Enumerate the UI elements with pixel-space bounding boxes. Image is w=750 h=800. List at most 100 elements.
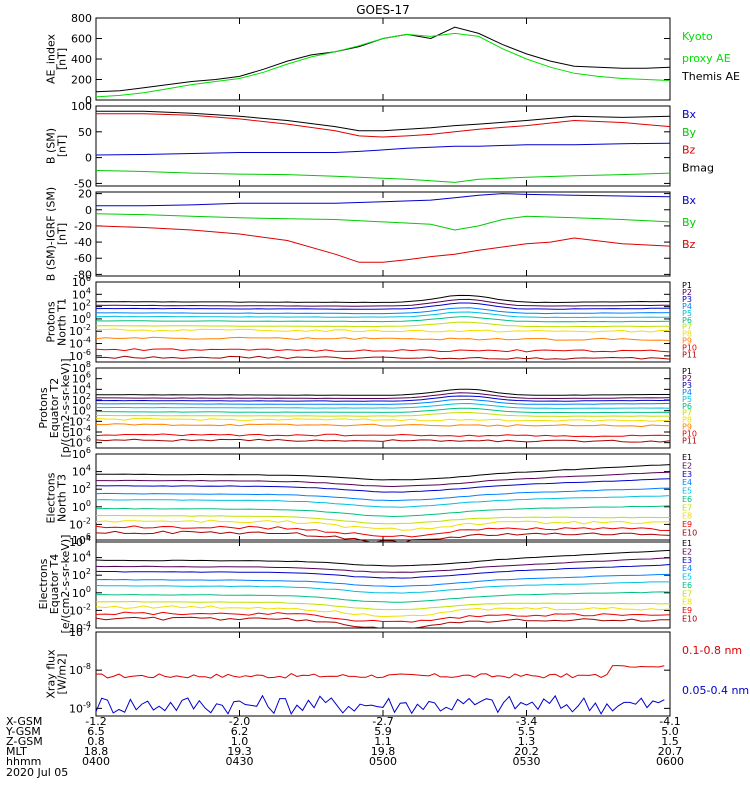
panel-frame	[95, 17, 671, 101]
series-line	[96, 311, 670, 319]
y-axis-label: [nT]	[56, 48, 69, 70]
y-axis-label: [W/m2]	[56, 654, 69, 695]
series-line	[96, 355, 670, 360]
y-axis-label: [p/(cm2-s-sr-keV)]	[59, 358, 72, 457]
y-tick-label: 106	[72, 371, 91, 386]
series-line	[96, 495, 670, 508]
legend-entry: E9	[682, 606, 692, 615]
y-axis-label: Equator T2	[48, 378, 61, 438]
y-tick-label: 10-2	[69, 516, 91, 531]
y-tick-label: 108	[72, 360, 91, 375]
x-axis-value: 1.0	[231, 735, 249, 748]
legend-entry: Bz	[682, 144, 696, 157]
legend-entry: E8	[682, 512, 692, 521]
y-tick-label: 0	[85, 204, 92, 217]
series-line	[96, 336, 670, 341]
x-axis-value: 0430	[226, 755, 254, 768]
x-axis-value: 0600	[656, 755, 684, 768]
legend-entry: E9	[682, 520, 692, 529]
x-axis-value: 20.7	[658, 745, 683, 758]
series-line	[96, 514, 670, 525]
y-tick-label: 100	[72, 403, 91, 418]
x-axis-value: 0530	[513, 755, 541, 768]
series-line	[96, 392, 670, 400]
y-tick-label: 102	[72, 299, 91, 314]
x-axis-value: 18.8	[84, 745, 109, 758]
series-line	[96, 600, 670, 611]
y-tick-label: 104	[72, 381, 91, 396]
legend-entry: P3	[682, 295, 692, 304]
y-tick-label: 104	[72, 286, 91, 301]
x-axis-value: 0.8	[87, 735, 105, 748]
y-axis-label: B (SM)	[45, 128, 58, 164]
x-axis-value: -2.0	[229, 715, 250, 728]
x-axis-value: -3.4	[516, 715, 537, 728]
plot-area	[96, 26, 670, 98]
y-tick-label: 10-4	[69, 534, 91, 549]
series-line	[96, 519, 670, 531]
series-line	[96, 549, 670, 567]
series-line	[96, 113, 670, 138]
series-line	[96, 417, 670, 422]
y-axis-label: Equator T4	[48, 554, 61, 614]
x-axis-value: 0400	[82, 755, 110, 768]
y-tick-label: -60	[74, 252, 92, 265]
y-tick-label: 100	[71, 100, 92, 113]
x-axis-value: 5.9	[374, 725, 392, 738]
y-tick-label: 100	[72, 499, 91, 514]
legend-entry: E5	[682, 487, 692, 496]
series-line	[96, 438, 670, 443]
series-line	[96, 505, 670, 518]
series-line	[96, 411, 670, 417]
series-line	[96, 388, 670, 396]
legend-entry: E1	[682, 539, 692, 548]
date-label: 2020 Jul 05	[6, 766, 68, 779]
series-line	[96, 423, 670, 428]
y-tick-label: -40	[74, 236, 92, 249]
y-tick-label: 10-4	[69, 336, 91, 351]
y-tick-label: 10-7	[69, 624, 91, 639]
series-line	[96, 302, 670, 310]
legend-entry: P8	[682, 330, 692, 339]
x-axis-value: 5.5	[518, 725, 536, 738]
x-axis-value: 6.5	[87, 725, 105, 738]
panel-b_igrf: -80 -60 -40 -20 0 20 B (SM)-IGRF (SM)[nT] Bx By B…	[45, 187, 697, 282]
legend-entry: By	[682, 126, 697, 139]
y-tick-label: 20	[78, 188, 92, 201]
legend-entry: P6	[682, 402, 692, 411]
y-axis-label: North T3	[56, 474, 69, 522]
series-line	[96, 478, 670, 493]
series-line	[96, 591, 670, 603]
x-axis-value: 19.3	[227, 745, 252, 758]
panel-frame	[95, 105, 671, 187]
x-axis-value: 1.1	[374, 735, 392, 748]
legend-entry: P11	[682, 351, 697, 360]
x-axis-row-label: X-GSM	[6, 715, 42, 728]
y-axis-label: [nT]	[56, 135, 69, 157]
series-line	[96, 581, 670, 594]
series-line	[96, 110, 670, 132]
legend-entry: E2	[682, 547, 692, 556]
series-line	[96, 26, 670, 93]
y-tick-label: 10-4	[69, 620, 91, 635]
legend-entry: P7	[682, 323, 692, 332]
series-line	[96, 170, 670, 183]
y-tick-label: 600	[71, 33, 92, 46]
legend-entry: Themis AE	[681, 70, 740, 83]
y-axis-label: Protons	[45, 301, 58, 342]
series-line	[96, 307, 670, 315]
plot-area	[96, 464, 670, 542]
y-tick-label: 100	[72, 311, 91, 326]
y-tick-label: 106	[72, 446, 91, 461]
y-axis-label: Protons	[37, 387, 50, 428]
series-line	[96, 213, 670, 231]
series-line	[96, 294, 670, 304]
series-line	[96, 348, 670, 353]
x-axis-row-label: hhmm	[6, 755, 41, 768]
legend-entry: E10	[682, 528, 697, 537]
